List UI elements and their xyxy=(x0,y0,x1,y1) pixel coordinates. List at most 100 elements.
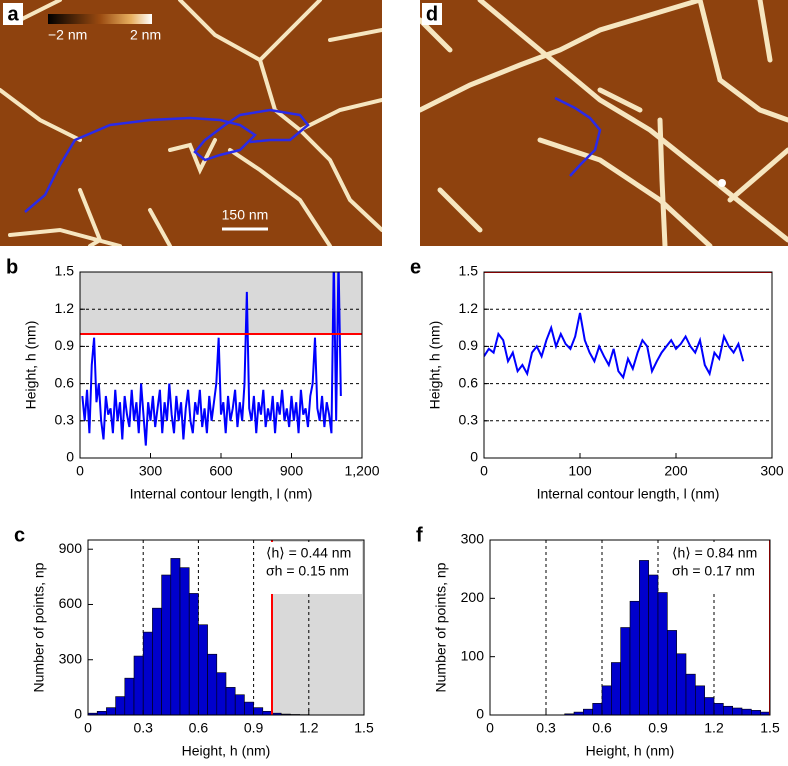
histogram-bar xyxy=(188,593,199,715)
scale-bar-label: 150 nm xyxy=(222,207,269,223)
afm-image-d xyxy=(420,0,788,246)
x-tick-label: 0 xyxy=(76,463,84,479)
histogram-bar xyxy=(583,708,593,715)
histogram-bar xyxy=(648,574,659,715)
panel-label: c xyxy=(14,524,25,546)
panel-label: a xyxy=(7,3,19,25)
y-tick-label: 1.2 xyxy=(55,300,75,316)
histogram-bar xyxy=(179,567,190,715)
histogram-bar xyxy=(244,701,254,715)
histogram-bar xyxy=(262,711,273,715)
histogram-bar xyxy=(667,630,677,715)
histogram-bar xyxy=(133,655,144,715)
y-tick-label: 0.9 xyxy=(459,337,479,353)
colorbar-label: 2 nm xyxy=(130,27,161,43)
y-tick-label: 200 xyxy=(461,589,485,605)
histogram-bar xyxy=(106,707,116,715)
x-tick-label: 0.3 xyxy=(536,720,556,736)
histogram-bar xyxy=(704,697,715,715)
x-tick-label: 100 xyxy=(568,463,592,479)
x-tick-label: 1,200 xyxy=(344,463,379,479)
histogram-bar xyxy=(198,624,208,715)
x-tick-label: 0 xyxy=(486,720,494,736)
x-tick-label: 0.6 xyxy=(592,720,612,736)
x-axis-label: Internal contour length, l (nm) xyxy=(537,486,720,502)
plot-area xyxy=(490,540,770,715)
annotation-box xyxy=(668,542,768,594)
x-tick-label: 1.2 xyxy=(704,720,724,736)
histogram-bar xyxy=(592,703,603,715)
histogram-bar xyxy=(152,607,162,715)
x-tick-label: 1.5 xyxy=(354,720,374,736)
histogram-bar xyxy=(741,708,752,715)
axes-frame xyxy=(489,539,771,716)
histogram-bar xyxy=(685,673,696,715)
histogram-bar xyxy=(629,600,640,715)
y-tick-label: 0 xyxy=(476,706,484,722)
x-tick-label: 0 xyxy=(84,720,92,736)
histogram-bar xyxy=(639,560,649,715)
axes-frame xyxy=(87,539,365,716)
y-tick-label: 0.9 xyxy=(55,337,75,353)
histogram-bar xyxy=(115,696,126,715)
annotation: σh = 0.15 nm xyxy=(266,563,349,579)
y-tick-label: 900 xyxy=(59,540,83,556)
x-tick-label: 900 xyxy=(280,463,304,479)
y-tick-label: 0 xyxy=(74,706,82,722)
histogram-bar xyxy=(234,694,245,715)
plot-area xyxy=(80,272,362,458)
annotation: ⟨h⟩ = 0.44 nm xyxy=(266,545,351,561)
histogram-bar xyxy=(611,662,621,715)
x-tick-label: 300 xyxy=(760,463,784,479)
x-tick-label: 0 xyxy=(480,463,488,479)
y-tick-label: 0 xyxy=(66,449,74,465)
y-tick-label: 600 xyxy=(59,595,83,611)
histogram-bar xyxy=(657,592,668,715)
y-tick-label: 100 xyxy=(461,647,485,663)
y-tick-label: 1.5 xyxy=(55,263,75,279)
x-tick-label: 0.9 xyxy=(244,720,264,736)
y-tick-label: 1.2 xyxy=(459,300,479,316)
x-tick-label: 300 xyxy=(139,463,163,479)
x-tick-label: 200 xyxy=(664,463,688,479)
x-axis-label: Internal contour length, l (nm) xyxy=(130,486,313,502)
histogram-bar xyxy=(142,631,153,715)
histogram-bar xyxy=(601,685,612,715)
annotation-box xyxy=(262,542,362,594)
annotation: σh = 0.17 nm xyxy=(672,563,755,579)
x-axis-label: Height, h (nm) xyxy=(586,743,675,759)
y-tick-label: 300 xyxy=(461,531,485,547)
plot-area xyxy=(484,272,772,458)
panel-label: b xyxy=(6,256,18,278)
histogram-bar xyxy=(676,653,687,715)
x-tick-label: 0.6 xyxy=(189,720,209,736)
y-tick-label: 1.5 xyxy=(459,263,479,279)
panel-label: f xyxy=(416,524,423,546)
x-tick-label: 0.3 xyxy=(133,720,153,736)
histogram-bar xyxy=(225,687,236,715)
panel-label: d xyxy=(426,3,438,25)
histogram-bar xyxy=(124,677,135,715)
y-tick-label: 0.3 xyxy=(459,412,479,428)
y-tick-label: 0.6 xyxy=(459,374,479,390)
y-axis-label: Height, h (nm) xyxy=(427,321,443,410)
x-tick-label: 1.2 xyxy=(299,720,319,736)
histogram-bar xyxy=(732,707,743,715)
histogram-bar xyxy=(620,627,631,715)
y-tick-label: 0 xyxy=(470,449,478,465)
panel-label-box xyxy=(3,3,23,25)
y-axis-label: Number of points, np xyxy=(31,562,47,692)
shaded-region xyxy=(80,272,362,334)
y-tick-label: 0.3 xyxy=(55,412,75,428)
histogram-bar xyxy=(207,653,218,715)
y-tick-label: 0.6 xyxy=(55,374,75,390)
histogram-bar xyxy=(161,574,172,715)
histogram-bar xyxy=(695,685,705,715)
afm-image-a xyxy=(0,0,382,246)
x-tick-label: 0.9 xyxy=(648,720,668,736)
histogram-bar xyxy=(170,558,181,715)
y-tick-label: 300 xyxy=(59,650,83,666)
plot-background xyxy=(484,272,772,458)
histogram-bar xyxy=(216,672,227,715)
